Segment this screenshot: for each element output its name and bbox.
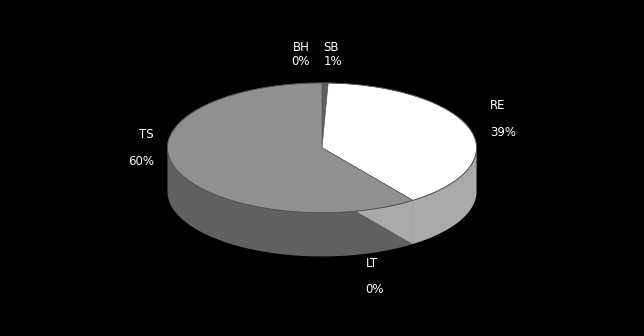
Text: RE: RE xyxy=(490,99,506,112)
Text: 0%: 0% xyxy=(366,283,384,296)
Text: SB: SB xyxy=(324,41,339,54)
Polygon shape xyxy=(322,148,413,244)
Polygon shape xyxy=(322,148,413,244)
Polygon shape xyxy=(167,148,413,256)
Polygon shape xyxy=(322,83,328,148)
Text: 0%: 0% xyxy=(292,55,310,68)
Text: LT: LT xyxy=(366,257,378,270)
Polygon shape xyxy=(322,148,413,200)
Text: BH: BH xyxy=(294,41,310,54)
Polygon shape xyxy=(167,83,413,213)
Polygon shape xyxy=(322,148,413,244)
Polygon shape xyxy=(413,149,477,244)
Text: 1%: 1% xyxy=(324,55,343,68)
Polygon shape xyxy=(322,148,413,244)
Text: TS: TS xyxy=(139,128,154,141)
Text: 39%: 39% xyxy=(490,126,516,138)
Ellipse shape xyxy=(167,127,477,256)
Polygon shape xyxy=(322,83,477,200)
Text: 60%: 60% xyxy=(128,155,154,168)
